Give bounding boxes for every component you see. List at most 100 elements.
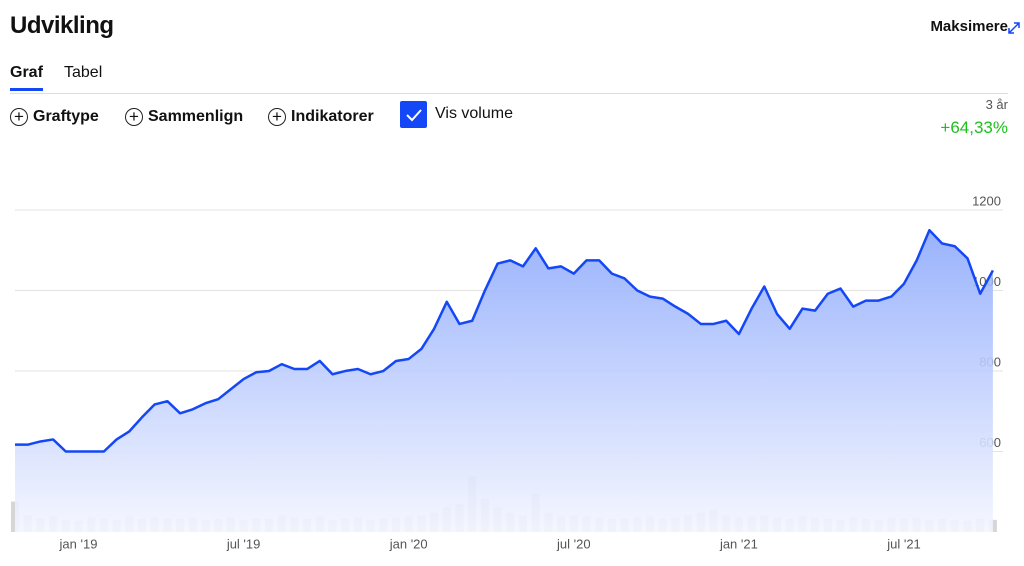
- volume-bar: [315, 516, 324, 532]
- volume-bar: [734, 517, 743, 532]
- volume-bar: [442, 507, 451, 532]
- volume-bar: [328, 519, 337, 532]
- y-tick-label: 1000: [972, 274, 1001, 289]
- volume-bar: [277, 515, 286, 532]
- volume-bar: [620, 518, 629, 532]
- tab[interactable]: Tabel: [64, 64, 103, 81]
- y-tick-label: 1200: [972, 193, 1001, 208]
- volume-bar: [671, 517, 680, 532]
- volume-bar: [430, 512, 439, 532]
- volume-bar: [138, 518, 146, 532]
- volume-bar: [887, 517, 896, 532]
- volume-bar: [11, 501, 19, 532]
- volume-bar: [404, 516, 413, 532]
- toolbar-button[interactable]: + Graftype: [10, 108, 99, 126]
- volume-bar: [188, 517, 197, 532]
- volume-bar: [99, 518, 108, 532]
- maximize-button[interactable]: Maksimere: [930, 18, 1008, 35]
- volume-bar: [163, 518, 172, 532]
- period: 3 år: [985, 97, 1008, 112]
- volume-bar: [226, 517, 235, 532]
- volume-bar: [861, 518, 870, 532]
- volume-bar: [646, 516, 654, 532]
- checkbox-label[interactable]: Vis volume: [435, 105, 513, 122]
- volume-bar: [353, 517, 362, 532]
- volume-bar: [112, 519, 121, 532]
- volume-bar: [201, 519, 210, 532]
- volume-bar: [214, 518, 223, 532]
- volume-bar: [760, 515, 769, 532]
- volume-bar: [49, 516, 58, 532]
- volume-bar: [798, 516, 807, 532]
- volume-bar: [811, 517, 820, 532]
- volume-bar: [963, 520, 972, 532]
- volume-bar: [836, 519, 845, 532]
- toolbar-button[interactable]: + Sammenlign: [125, 108, 243, 126]
- volume-bar: [176, 518, 185, 532]
- volume-bar: [569, 515, 578, 532]
- volume-bar: [61, 519, 70, 532]
- volume-bar: [252, 518, 261, 532]
- volume-bar: [87, 517, 96, 532]
- volume-bar: [950, 519, 959, 532]
- volume-bar: [36, 518, 45, 532]
- volume-bar: [265, 518, 273, 532]
- volume-bar: [849, 517, 858, 532]
- volume-bar: [74, 520, 83, 532]
- title: Udvikling: [10, 12, 114, 39]
- y-tick-label: 800: [979, 354, 1001, 369]
- label: Indikatorer: [291, 108, 374, 125]
- x-tick-label: jan '20: [389, 536, 428, 551]
- volume-bar: [722, 515, 731, 532]
- volume-bar: [23, 515, 32, 532]
- volume-bar: [341, 518, 350, 532]
- volume-bar: [874, 519, 883, 532]
- volume-bar: [493, 507, 502, 532]
- volume-bar: [366, 519, 375, 532]
- volume-bar: [633, 517, 642, 532]
- volume-bar: [785, 518, 794, 532]
- checkbox[interactable]: [400, 101, 427, 128]
- toolbar-button[interactable]: + Indikatorer: [268, 108, 374, 126]
- y-tick-label: 600: [979, 435, 1001, 450]
- x-tick-label: jul '20: [556, 536, 591, 551]
- volume-bar: [773, 517, 781, 532]
- volume-bar: [290, 517, 299, 532]
- x-tick-label: jan '19: [59, 536, 98, 551]
- volume-bar: [455, 504, 464, 532]
- volume-bar: [480, 498, 489, 532]
- volume-bar: [125, 516, 134, 532]
- x-tick-label: jul '21: [886, 536, 921, 551]
- x-tick-label: jan '21: [719, 536, 758, 551]
- volume-bar: [595, 517, 604, 532]
- divider: [10, 93, 1008, 94]
- volume-bar: [417, 515, 426, 532]
- volume-bar: [696, 512, 705, 532]
- volume-bar: [607, 518, 616, 532]
- line: [15, 228, 994, 453]
- volume-bar: [823, 518, 832, 532]
- label: Sammenlign: [148, 108, 244, 125]
- volume-bar: [976, 518, 985, 532]
- volume-bar: [988, 519, 997, 532]
- change: +64,33%: [940, 118, 1008, 137]
- volume-bar: [239, 519, 248, 532]
- volume-bar: [709, 509, 718, 532]
- volume-bar: [925, 519, 934, 532]
- volume-bar: [506, 512, 515, 532]
- tab[interactable]: Graf: [10, 64, 43, 91]
- volume-bar: [150, 517, 159, 532]
- volume-bar: [900, 518, 908, 532]
- volume-bar: [519, 515, 527, 532]
- volume-bar: [938, 518, 947, 532]
- volume-bar: [531, 493, 540, 532]
- maximize-icon: [1008, 22, 1020, 34]
- volume-bar: [912, 517, 921, 532]
- volume-bar: [582, 516, 591, 532]
- x-tick-label: jul '19: [226, 536, 261, 551]
- volume-bar: [658, 518, 667, 532]
- volume-bar: [684, 515, 693, 532]
- volume-bar: [303, 518, 312, 532]
